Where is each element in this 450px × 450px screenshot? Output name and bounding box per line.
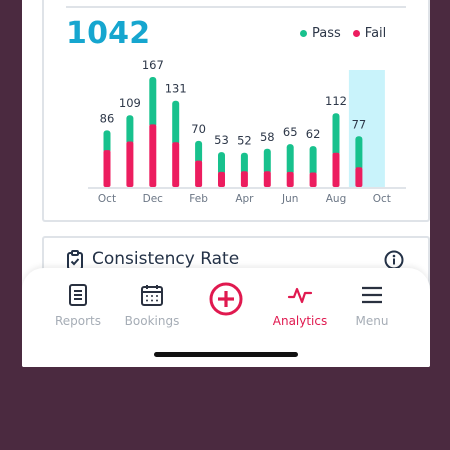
bar-pass — [126, 115, 134, 145]
menu-icon — [332, 282, 412, 308]
reports-icon — [38, 282, 118, 308]
data-label: 62 — [306, 127, 321, 141]
bar-pass — [103, 130, 111, 154]
tab-menu[interactable]: Menu — [332, 282, 412, 328]
data-label: 53 — [214, 133, 229, 147]
bar-fail — [149, 124, 157, 187]
data-label: 77 — [352, 117, 367, 131]
bottom-tab-bar: Reports Bookings — [22, 268, 430, 367]
bar-fail — [172, 142, 180, 187]
x-tick-label: Apr — [235, 193, 254, 205]
calendar-icon — [112, 282, 192, 308]
data-label: 112 — [325, 94, 347, 108]
tab-analytics[interactable]: Analytics — [260, 282, 340, 328]
data-label: 58 — [260, 130, 275, 144]
bar-fail — [309, 172, 317, 187]
data-label: 70 — [191, 122, 206, 136]
x-tick-label: Oct — [98, 193, 116, 205]
bar-fail — [355, 167, 363, 187]
x-tick-label: Aug — [326, 193, 347, 205]
tab-analytics-label: Analytics — [272, 314, 328, 328]
bar-pass — [332, 113, 340, 156]
data-label: 52 — [237, 134, 252, 148]
bar-pass — [172, 100, 180, 146]
bar-pass — [286, 144, 294, 175]
card-divider — [66, 6, 406, 8]
bar-pass — [240, 152, 248, 175]
data-label: 131 — [165, 82, 187, 96]
x-tick-label: Jun — [281, 193, 298, 205]
data-label: 86 — [100, 111, 115, 125]
fail-dot-icon — [352, 30, 360, 37]
tab-menu-label: Menu — [355, 314, 389, 328]
x-tick-label: Feb — [189, 193, 208, 205]
legend-pass: Pass — [300, 26, 341, 41]
bar-fail — [332, 152, 340, 187]
highlight-band — [348, 70, 385, 187]
home-indicator — [154, 352, 298, 357]
bar-pass — [195, 140, 203, 164]
data-label: 167 — [142, 58, 164, 72]
x-tick-label: Dec — [143, 193, 164, 205]
tab-bookings-label: Bookings — [124, 314, 180, 328]
analytics-icon — [260, 282, 340, 308]
bar-pass — [149, 77, 157, 128]
x-tick-label: Oct — [373, 193, 391, 205]
tab-reports[interactable]: Reports — [38, 282, 118, 328]
pass-dot-icon — [300, 30, 307, 37]
data-label: 109 — [119, 96, 141, 110]
tab-bookings[interactable]: Bookings — [112, 282, 192, 328]
bar-fail — [263, 171, 271, 187]
tab-reports-label: Reports — [54, 314, 102, 328]
add-button[interactable] — [186, 282, 266, 322]
bar-fail — [195, 160, 203, 187]
bar-fail — [286, 171, 294, 187]
add-circle-icon — [186, 282, 266, 316]
legend-fail: Fail — [352, 26, 387, 41]
phone-screen: 1042 Pass Fail 86 109 167 131 70 53 52 58 65 62 11… — [22, 0, 430, 367]
bar-fail — [240, 171, 248, 187]
legend-pass-label: Pass — [312, 26, 341, 41]
consistency-title: Consistency Rate — [92, 249, 240, 269]
bar-fail — [218, 171, 225, 187]
bar-pass — [263, 148, 271, 175]
bar-pass — [218, 152, 225, 175]
chart-legend: Pass Fail — [300, 26, 386, 41]
bar-pass — [355, 136, 363, 171]
data-label: 65 — [283, 125, 298, 139]
total-count: 1042 — [66, 16, 151, 51]
bar-fail — [103, 150, 111, 187]
bar-fail — [126, 141, 134, 187]
bar-pass — [309, 146, 317, 176]
legend-fail-label: Fail — [364, 26, 387, 41]
